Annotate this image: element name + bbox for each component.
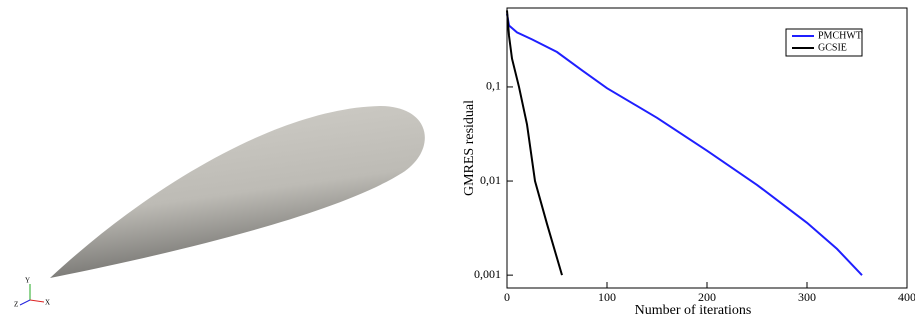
x-tick-label: 0 [504, 290, 510, 304]
legend-label: GCSIE [818, 42, 847, 53]
x-tick-label: 300 [798, 290, 816, 304]
y-axis-label: GMRES residual [462, 100, 477, 196]
axis-label: Y [25, 277, 30, 285]
axis-x [29, 299, 45, 303]
y-tick-label: 0,1 [486, 79, 501, 93]
y-tick-label: 0,01 [480, 173, 501, 187]
x-tick-label: 400 [898, 290, 915, 304]
axis-label: X [45, 299, 50, 307]
x-axis-label: Number of iterations [635, 303, 752, 318]
ellipsoid [50, 106, 425, 278]
axis-z [19, 299, 31, 306]
series-line [506, 13, 863, 276]
render-view: Y Z X [14, 106, 425, 309]
x-tick-label: 200 [698, 290, 716, 304]
y-tick-label: 0,001 [474, 267, 501, 281]
legend-label: PMCHWT [818, 30, 862, 41]
x-tick-label: 100 [598, 290, 616, 304]
series-line [506, 10, 563, 276]
legend [785, 28, 863, 57]
axis-label: Z [14, 301, 18, 309]
